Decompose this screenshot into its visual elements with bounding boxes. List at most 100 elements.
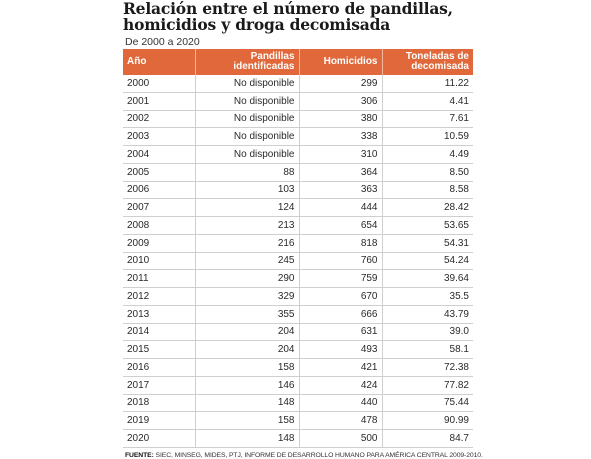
cell-homicides: 424: [298, 376, 382, 395]
cell-drugs: 72.38: [381, 358, 473, 377]
cell-homicides: 440: [298, 394, 382, 413]
cell-drugs: 84.7: [381, 429, 473, 448]
cell-homicides: 631: [298, 323, 382, 342]
table-row: 2015 204 493 58.1: [123, 340, 473, 359]
infographic: Relación entre el número de pandillas, h…: [123, 0, 483, 459]
header-homicides: Homicidios: [298, 49, 382, 75]
table-row: 2010 245 760 54.24: [123, 252, 473, 271]
header-drugs-line-2: decomisada: [411, 61, 469, 72]
cell-drugs: 4.49: [381, 145, 473, 164]
cell-drugs: 77.82: [381, 376, 473, 395]
cell-drugs: 28.42: [381, 198, 473, 217]
cell-homicides: 760: [298, 252, 382, 271]
table-row: 2012 329 670 35.5: [123, 287, 473, 306]
cell-year: 2001: [123, 92, 195, 111]
cell-year: 2004: [123, 145, 195, 164]
table-row: 2001 No disponible 306 4.41: [123, 92, 473, 111]
cell-drugs: 54.24: [381, 252, 473, 271]
cell-year: 2008: [123, 216, 195, 235]
title-line-1: Relación entre el número de pandillas,: [123, 0, 453, 18]
cell-homicides: 478: [298, 411, 382, 430]
table-row: 2017 146 424 77.82: [123, 376, 473, 395]
cell-gangs: 158: [194, 411, 299, 430]
cell-homicides: 444: [298, 198, 382, 217]
cell-drugs: 39.64: [381, 269, 473, 288]
cell-gangs: 329: [194, 287, 299, 306]
cell-gangs: 146: [194, 376, 299, 395]
page-title: Relación entre el número de pandillas, h…: [123, 0, 473, 33]
cell-year: 2006: [123, 181, 195, 200]
cell-gangs: 158: [194, 358, 299, 377]
table-row: 2013 355 666 43.79: [123, 305, 473, 324]
table-row: 2009 216 818 54.31: [123, 234, 473, 253]
table-row: 2006 103 363 8.58: [123, 181, 473, 200]
cell-year: 2009: [123, 234, 195, 253]
cell-gangs: No disponible: [194, 127, 299, 146]
cell-homicides: 380: [298, 110, 382, 129]
cell-homicides: 670: [298, 287, 382, 306]
cell-year: 2011: [123, 269, 195, 288]
cell-gangs: 216: [194, 234, 299, 253]
cell-year: 2015: [123, 340, 195, 359]
data-table: Año Pandillas identificadas Homicidios T…: [123, 49, 473, 448]
cell-drugs: 8.50: [381, 163, 473, 182]
cell-year: 2003: [123, 127, 195, 146]
cell-gangs: 124: [194, 198, 299, 217]
table-row: 2020 148 500 84.7: [123, 429, 473, 448]
header-drugs-line-1: Toneladas de: [405, 50, 469, 62]
cell-drugs: 54.31: [381, 234, 473, 253]
cell-year: 2010: [123, 252, 195, 271]
cell-gangs: 204: [194, 323, 299, 342]
cell-gangs: 88: [194, 163, 299, 182]
cell-homicides: 759: [298, 269, 382, 288]
source-note: FUENTE: SIEC, MINSEG, MIDES, PTJ, INFORM…: [125, 451, 483, 459]
cell-drugs: 58.1: [381, 340, 473, 359]
header-year: Año: [123, 49, 195, 75]
cell-homicides: 364: [298, 163, 382, 182]
cell-homicides: 818: [298, 234, 382, 253]
cell-year: 2019: [123, 411, 195, 430]
table-row: 2000 No disponible 299 11.22: [123, 75, 473, 93]
source-label: FUENTE:: [125, 451, 154, 459]
cell-year: 2016: [123, 358, 195, 377]
table-row: 2014 204 631 39.0: [123, 323, 473, 342]
cell-gangs: No disponible: [194, 110, 299, 129]
table-row: 2005 88 364 8.50: [123, 163, 473, 182]
cell-drugs: 11.22: [381, 75, 473, 93]
cell-gangs: 290: [194, 269, 299, 288]
table-row: 2002 No disponible 380 7.61: [123, 110, 473, 129]
cell-year: 2020: [123, 429, 195, 448]
header-gangs: Pandillas identificadas: [194, 49, 299, 75]
cell-homicides: 493: [298, 340, 382, 359]
cell-homicides: 306: [298, 92, 382, 111]
cell-homicides: 299: [298, 75, 382, 93]
cell-drugs: 8.58: [381, 181, 473, 200]
cell-drugs: 35.5: [381, 287, 473, 306]
cell-year: 2017: [123, 376, 195, 395]
table-row: 2008 213 654 53.65: [123, 216, 473, 235]
cell-homicides: 310: [298, 145, 382, 164]
subtitle: De 2000 a 2020: [125, 36, 200, 48]
table-row: 2011 290 759 39.64: [123, 269, 473, 288]
table-row: 2007 124 444 28.42: [123, 198, 473, 217]
table-header: Año Pandillas identificadas Homicidios T…: [123, 49, 473, 75]
header-row: Año Pandillas identificadas Homicidios T…: [123, 49, 473, 75]
cell-drugs: 75.44: [381, 394, 473, 413]
cell-year: 2005: [123, 163, 195, 182]
cell-gangs: No disponible: [194, 92, 299, 111]
title-line-2: homicidios y droga decomisada: [123, 15, 391, 34]
cell-homicides: 421: [298, 358, 382, 377]
cell-gangs: No disponible: [194, 145, 299, 164]
cell-year: 2013: [123, 305, 195, 324]
cell-homicides: 363: [298, 181, 382, 200]
table-row: 2003 No disponible 338 10.59: [123, 127, 473, 146]
header-gangs-line-2: identificadas: [233, 61, 295, 72]
table-row: 2018 148 440 75.44: [123, 394, 473, 413]
table-row: 2004 No disponible 310 4.49: [123, 145, 473, 164]
cell-year: 2007: [123, 198, 195, 217]
cell-gangs: 245: [194, 252, 299, 271]
cell-year: 2002: [123, 110, 195, 129]
cell-gangs: 204: [194, 340, 299, 359]
cell-year: 2014: [123, 323, 195, 342]
cell-drugs: 90.99: [381, 411, 473, 430]
